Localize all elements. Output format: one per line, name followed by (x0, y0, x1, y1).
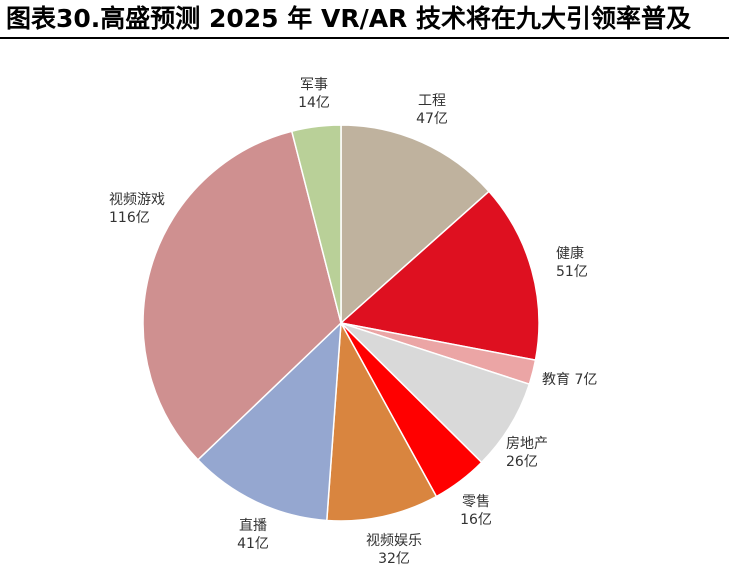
pie-slice-6 (325, 320, 438, 522)
slice-label-9: 军事 14亿 (298, 77, 330, 111)
slice-label-5: 零售 16亿 (460, 494, 492, 528)
pie-slice-8 (142, 130, 342, 461)
chart-title: 图表30.高盛预测 2025 年 VR/AR 技术将在九大引领率普及 (6, 4, 692, 33)
title-underline (0, 37, 729, 39)
slice-label-2: 健康 51亿 (556, 245, 588, 280)
slice-label-7: 直播 41亿 (237, 517, 269, 552)
slice-label-3: 教育 7亿 (542, 372, 597, 388)
slice-label-8: 视频游戏 116亿 (109, 192, 165, 226)
pie-slices (142, 124, 540, 522)
pie-slice-9 (290, 124, 342, 324)
pie-slice-7 (196, 321, 342, 522)
slice-label-4: 房地产 26亿 (506, 436, 548, 470)
slice-label-1: 工程 47亿 (416, 93, 448, 127)
pie-slice-2 (339, 190, 540, 361)
slice-label-6: 视频娱乐 32亿 (366, 533, 422, 567)
pie-slice-1 (340, 124, 490, 325)
